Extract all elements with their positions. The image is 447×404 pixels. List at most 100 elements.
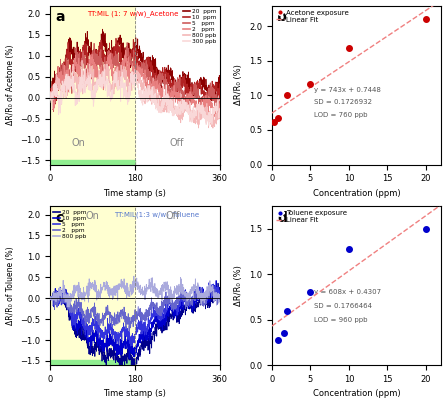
10  ppm — [194, 84, 199, 88]
X-axis label: Concentration (ppm): Concentration (ppm) — [313, 189, 401, 198]
800 ppb — [92, 81, 97, 86]
800 ppb — [175, 112, 181, 117]
Line: 5   ppm: 5 ppm — [50, 283, 219, 346]
20  ppm — [168, 312, 173, 317]
5   ppm — [194, 284, 199, 289]
300 ppb — [206, 123, 211, 128]
Point — [307, 289, 314, 296]
5   ppm — [175, 83, 181, 88]
800 ppb — [169, 295, 174, 299]
Line: 5   ppm: 5 ppm — [50, 42, 219, 112]
Line: 20  ppm: 20 ppm — [50, 283, 219, 371]
Text: b: b — [277, 11, 287, 24]
2   ppm — [127, 330, 132, 335]
300 ppb — [66, 80, 71, 85]
Bar — [50, 6, 135, 164]
Text: TT:MIL (1: 7 w/w)_Acetone: TT:MIL (1: 7 w/w)_Acetone — [87, 11, 179, 17]
20  ppm — [217, 292, 222, 297]
5   ppm — [128, 344, 133, 349]
Legend: Toluene exposure, Linear Fit: Toluene exposure, Linear Fit — [275, 210, 348, 224]
5   ppm — [92, 323, 97, 328]
Text: Off: Off — [165, 211, 180, 221]
5   ppm — [47, 296, 53, 301]
5   ppm — [92, 60, 97, 65]
2   ppm — [47, 95, 53, 100]
800 ppb — [194, 112, 199, 117]
300 ppb — [47, 100, 53, 105]
2   ppm — [66, 90, 71, 95]
Line: 800 ppb: 800 ppb — [50, 60, 219, 128]
20  ppm — [120, 55, 125, 59]
5   ppm — [120, 329, 125, 334]
X-axis label: Time stamp (s): Time stamp (s) — [103, 189, 166, 198]
Text: a: a — [55, 11, 64, 24]
2   ppm — [168, 99, 173, 103]
800 ppb — [66, 303, 71, 308]
300 ppb — [120, 84, 125, 88]
Text: SD = 0.1726932: SD = 0.1726932 — [314, 99, 372, 105]
2   ppm — [211, 123, 216, 128]
800 ppb — [131, 274, 137, 279]
300 ppb — [92, 89, 97, 94]
Line: 2   ppm: 2 ppm — [50, 50, 219, 126]
Text: On: On — [85, 211, 99, 221]
300 ppb — [194, 113, 199, 118]
20  ppm — [92, 55, 97, 60]
10  ppm — [92, 52, 97, 57]
800 ppb — [47, 296, 53, 301]
Point — [281, 330, 288, 337]
20  ppm — [100, 27, 105, 32]
2   ppm — [123, 48, 128, 53]
Text: LOD = 960 ppb: LOD = 960 ppb — [314, 317, 368, 322]
10  ppm — [217, 292, 222, 297]
10  ppm — [127, 356, 132, 361]
10  ppm — [47, 295, 53, 300]
Text: LOD = 760 ppb: LOD = 760 ppb — [314, 112, 368, 118]
800 ppb — [210, 126, 215, 130]
800 ppb — [217, 115, 222, 120]
5   ppm — [217, 104, 222, 109]
Point — [346, 246, 353, 252]
5   ppm — [206, 280, 211, 285]
Text: TT:MIL(1:3 w/w)_Toluene: TT:MIL(1:3 w/w)_Toluene — [114, 211, 199, 218]
20  ppm — [175, 311, 181, 316]
Text: c: c — [55, 211, 63, 225]
10  ppm — [168, 306, 173, 311]
20  ppm — [194, 88, 199, 93]
Bar — [50, 160, 135, 164]
800 ppb — [66, 82, 71, 87]
800 ppb — [66, 305, 72, 309]
10  ppm — [66, 54, 71, 59]
Point — [422, 16, 430, 23]
Text: y = 608x + 0.4307: y = 608x + 0.4307 — [314, 289, 381, 295]
5   ppm — [169, 97, 174, 102]
2   ppm — [120, 69, 125, 74]
20  ppm — [168, 66, 173, 71]
5   ppm — [47, 91, 53, 96]
300 ppb — [168, 99, 173, 104]
2   ppm — [175, 296, 181, 301]
20  ppm — [66, 305, 71, 310]
800 ppb — [168, 106, 173, 111]
2   ppm — [217, 295, 222, 300]
2   ppm — [120, 307, 125, 312]
5   ppm — [175, 303, 181, 308]
10  ppm — [120, 70, 125, 75]
5   ppm — [168, 301, 173, 306]
20  ppm — [92, 346, 97, 351]
5   ppm — [51, 109, 56, 114]
800 ppb — [47, 94, 53, 99]
Text: d: d — [277, 211, 287, 225]
5   ppm — [217, 288, 222, 292]
2   ppm — [92, 60, 97, 65]
800 ppb — [194, 285, 199, 290]
Point — [274, 337, 282, 343]
5   ppm — [194, 89, 199, 94]
10  ppm — [217, 82, 222, 86]
10  ppm — [47, 91, 53, 96]
20  ppm — [47, 298, 53, 303]
800 ppb — [92, 284, 97, 289]
10  ppm — [194, 293, 199, 298]
Text: On: On — [71, 138, 85, 148]
Legend: Acetone exposure, Linear Fit: Acetone exposure, Linear Fit — [275, 9, 350, 23]
